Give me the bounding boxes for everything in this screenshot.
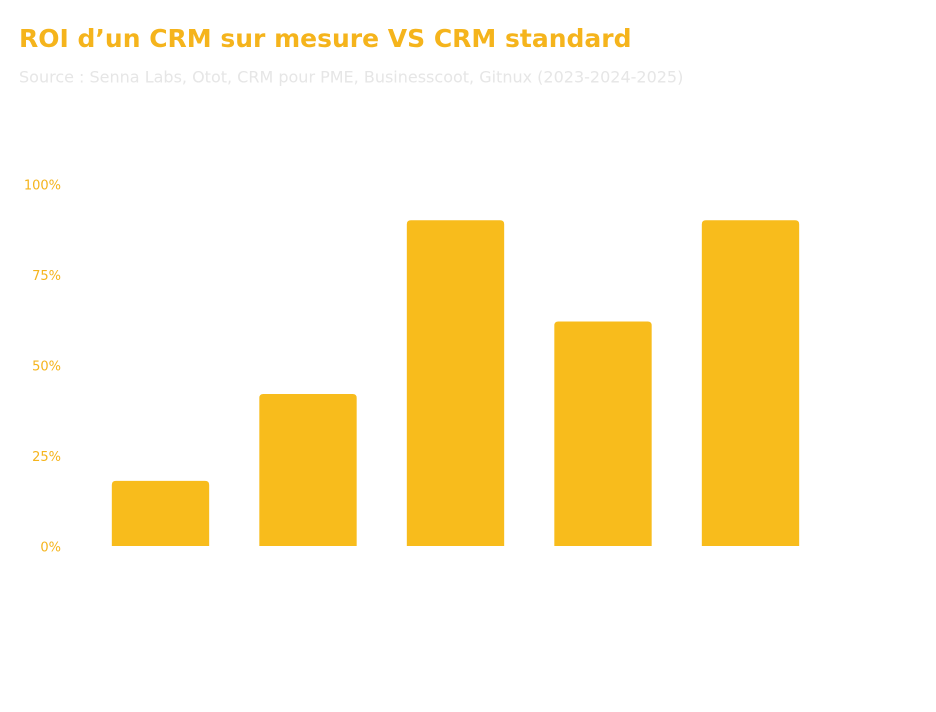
- bar: [406, 220, 505, 546]
- bar: [259, 393, 357, 546]
- y-tick-label: 50%: [32, 360, 61, 375]
- chart-title: ROI d’un CRM sur mesure VS CRM standard: [19, 24, 632, 53]
- y-tick-label: 0%: [40, 541, 61, 556]
- y-tick-label: 75%: [32, 269, 61, 284]
- chart-subtitle: Source : Senna Labs, Otot, CRM pour PME,…: [19, 68, 683, 87]
- bar: [701, 220, 800, 546]
- bar: [111, 480, 210, 546]
- y-tick-label: 100%: [24, 179, 61, 194]
- y-tick-label: 25%: [32, 450, 61, 465]
- bar: [554, 321, 652, 546]
